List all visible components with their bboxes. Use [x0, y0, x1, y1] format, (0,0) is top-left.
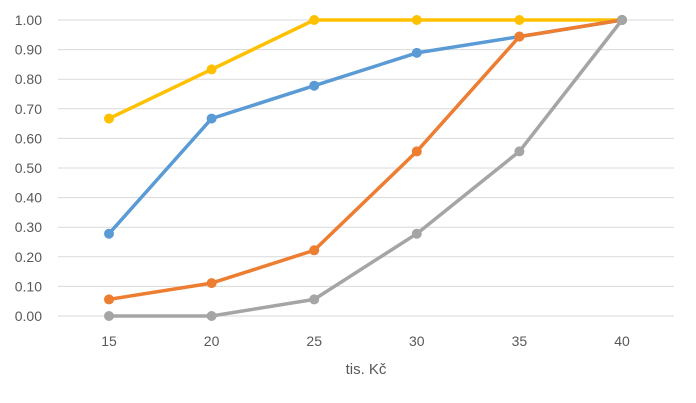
series-blue-point: [104, 228, 114, 239]
series-yellow-point: [309, 15, 320, 25]
series-yellow-point: [104, 113, 114, 124]
series-orange-point: [104, 294, 114, 305]
x-tick-label: 30: [409, 333, 425, 349]
grid-layer: [58, 19, 674, 317]
series-gray: [104, 15, 627, 321]
series-gray-point: [514, 146, 525, 157]
y-tick-label: 0.00: [15, 308, 42, 324]
y-tick-label: 0.40: [15, 190, 42, 206]
x-tick-label: 35: [512, 333, 528, 349]
series-orange-point: [309, 245, 320, 256]
series-blue-point: [206, 113, 217, 124]
series-orange-point: [411, 146, 422, 157]
x-tick-label: 25: [306, 333, 322, 349]
series-orange-line: [107, 18, 624, 302]
y-tick-label: 0.20: [15, 249, 42, 265]
y-tick-label: 0.90: [15, 42, 42, 58]
series-blue-point: [309, 80, 320, 91]
series-yellow-point: [514, 15, 525, 25]
series-yellow-line: [107, 18, 624, 121]
x-axis-tick-labels: 15 20 25 30 35 40: [101, 333, 630, 349]
series-orange-point: [514, 31, 525, 42]
y-tick-label: 0.30: [15, 219, 42, 235]
series-orange-point: [206, 278, 217, 289]
series-yellow-point: [206, 64, 217, 75]
series-yellow: [104, 15, 627, 124]
series-yellow-point: [411, 15, 422, 25]
y-axis-tick-labels: 0.00 0.10 0.20 0.30 0.40 0.50 0.60 0.70 0.80 0.90…: [15, 12, 42, 324]
x-tick-label: 20: [204, 333, 220, 349]
y-tick-label: 1.00: [15, 12, 42, 28]
y-tick-label: 0.50: [15, 160, 42, 176]
series-orange: [104, 15, 627, 305]
series-gray-point: [617, 15, 627, 25]
y-tick-label: 0.80: [15, 71, 42, 87]
series-blue: [104, 15, 627, 239]
series-gray-point: [309, 294, 320, 305]
x-tick-label: 40: [614, 333, 630, 349]
x-tick-label: 15: [101, 333, 117, 349]
series-blue-point: [411, 47, 422, 58]
series-gray-point: [411, 228, 422, 239]
x-axis-title: tis. Kč: [346, 361, 387, 378]
series-gray-point: [206, 311, 217, 321]
series-layer: [104, 15, 627, 321]
series-gray-point: [104, 311, 114, 321]
y-tick-label: 0.10: [15, 278, 42, 294]
series-gray-line: [107, 18, 624, 318]
y-tick-label: 0.60: [15, 130, 42, 146]
y-tick-label: 0.70: [15, 101, 42, 117]
